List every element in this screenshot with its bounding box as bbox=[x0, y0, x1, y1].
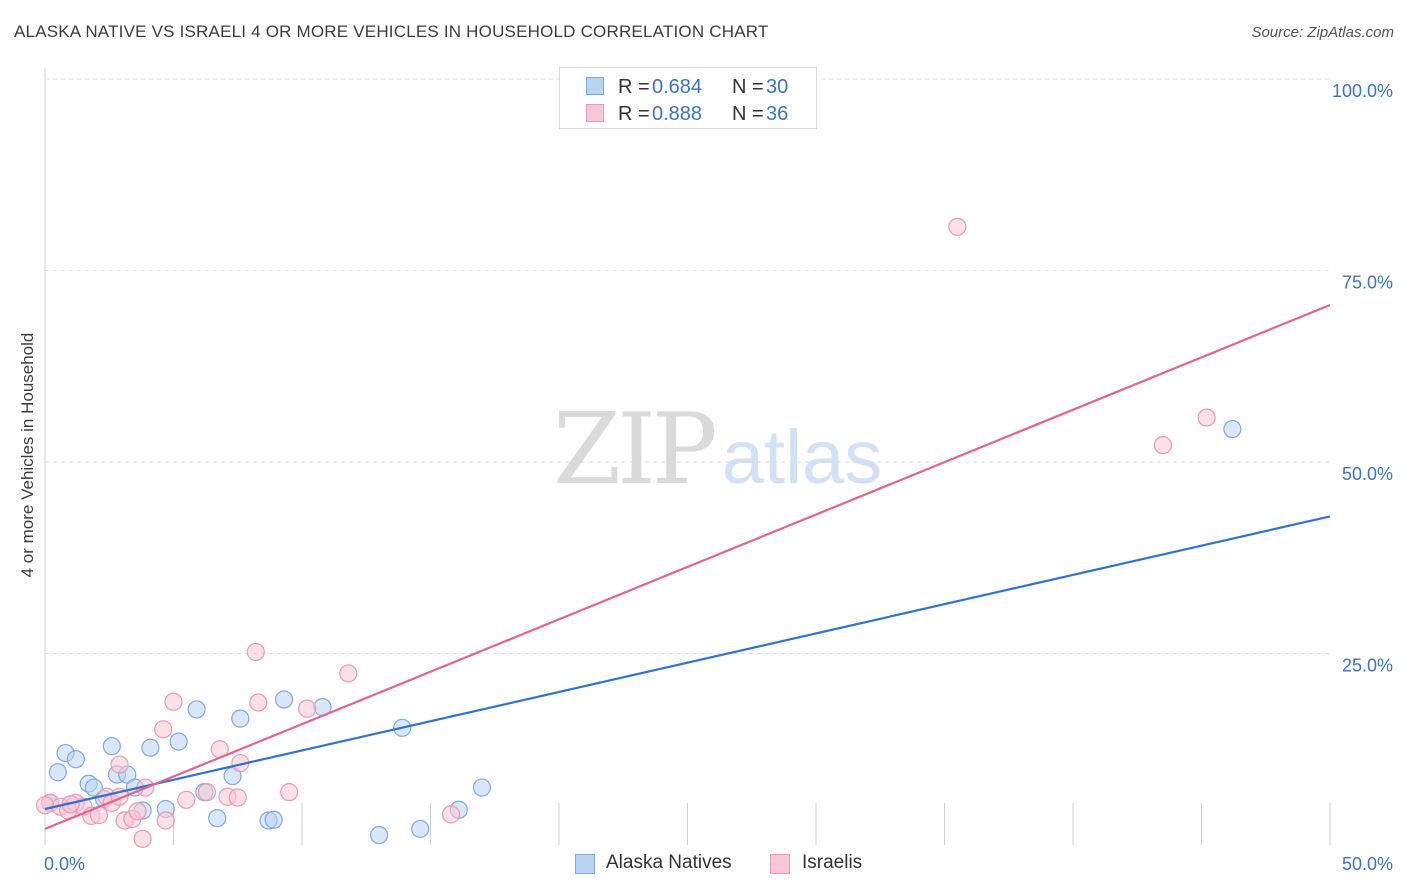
point-alaska bbox=[169, 732, 188, 751]
source-label: Source: ZipAtlas.com bbox=[1251, 24, 1394, 41]
point-israeli bbox=[164, 692, 183, 711]
point-alaska bbox=[66, 750, 85, 769]
point-israeli bbox=[249, 693, 268, 712]
point-israeli bbox=[128, 802, 147, 821]
y-tick-label: 50.0% bbox=[1342, 464, 1393, 484]
point-israeli bbox=[35, 796, 55, 815]
legend-n-value: 30 bbox=[766, 76, 789, 98]
series-label-alaska: Alaska Natives bbox=[606, 852, 732, 873]
point-israeli bbox=[246, 642, 265, 662]
point-israeli bbox=[177, 790, 196, 809]
point-israeli bbox=[298, 699, 317, 718]
point-israeli bbox=[1153, 436, 1173, 455]
y-tick-label: 100.0% bbox=[1332, 81, 1393, 101]
trend-line-alaska bbox=[44, 515, 1331, 811]
chart-title: ALASKA NATIVE VS ISRAELI 4 OR MORE VEHIC… bbox=[14, 22, 769, 41]
series-label-israeli: Israelis bbox=[802, 852, 863, 873]
point-israeli bbox=[133, 829, 152, 848]
y-tick-label: 75.0% bbox=[1342, 273, 1393, 293]
x-tick-label: 0.0% bbox=[44, 854, 85, 874]
point-alaska bbox=[141, 738, 160, 757]
legend-n-value: 36 bbox=[766, 103, 789, 125]
point-israeli bbox=[1197, 408, 1216, 427]
legend-r-label: R = bbox=[618, 76, 650, 98]
legend-r-value: 0.684 bbox=[652, 76, 703, 98]
legend-r-label: R = bbox=[618, 103, 650, 125]
point-alaska bbox=[472, 778, 491, 797]
point-alaska bbox=[264, 810, 283, 829]
point-israeli bbox=[156, 811, 175, 830]
correlation-legend: R = 0.684 N = 30 R = 0.888 N = 36 bbox=[559, 67, 817, 129]
series-swatch-alaska bbox=[575, 854, 595, 874]
x-tick-label: 50.0% bbox=[1342, 854, 1393, 874]
point-alaska bbox=[84, 778, 103, 797]
point-israeli bbox=[280, 783, 299, 802]
point-alaska bbox=[370, 825, 389, 845]
point-israeli bbox=[339, 664, 358, 683]
series-swatch-israeli bbox=[770, 854, 790, 874]
trend-line-israeli bbox=[44, 303, 1331, 830]
legend-n-label: N = bbox=[732, 103, 764, 125]
point-alaska bbox=[187, 700, 206, 719]
point-israeli bbox=[197, 783, 217, 802]
legend-swatch-israeli bbox=[586, 104, 604, 122]
point-alaska bbox=[102, 737, 121, 756]
point-alaska bbox=[48, 763, 67, 782]
point-israeli bbox=[948, 217, 967, 236]
point-israeli bbox=[441, 805, 461, 824]
legend-r-value: 0.888 bbox=[652, 103, 703, 125]
point-alaska bbox=[231, 709, 250, 728]
point-israeli bbox=[228, 788, 247, 807]
point-alaska bbox=[274, 690, 294, 709]
y-tick-label: 25.0% bbox=[1342, 656, 1393, 676]
point-alaska bbox=[208, 809, 227, 828]
legend-n-label: N = bbox=[732, 76, 764, 98]
point-israeli bbox=[154, 720, 173, 739]
point-israeli bbox=[110, 755, 129, 774]
point-alaska bbox=[1223, 419, 1242, 439]
legend-swatch-alaska bbox=[586, 77, 604, 95]
point-alaska bbox=[411, 819, 430, 839]
